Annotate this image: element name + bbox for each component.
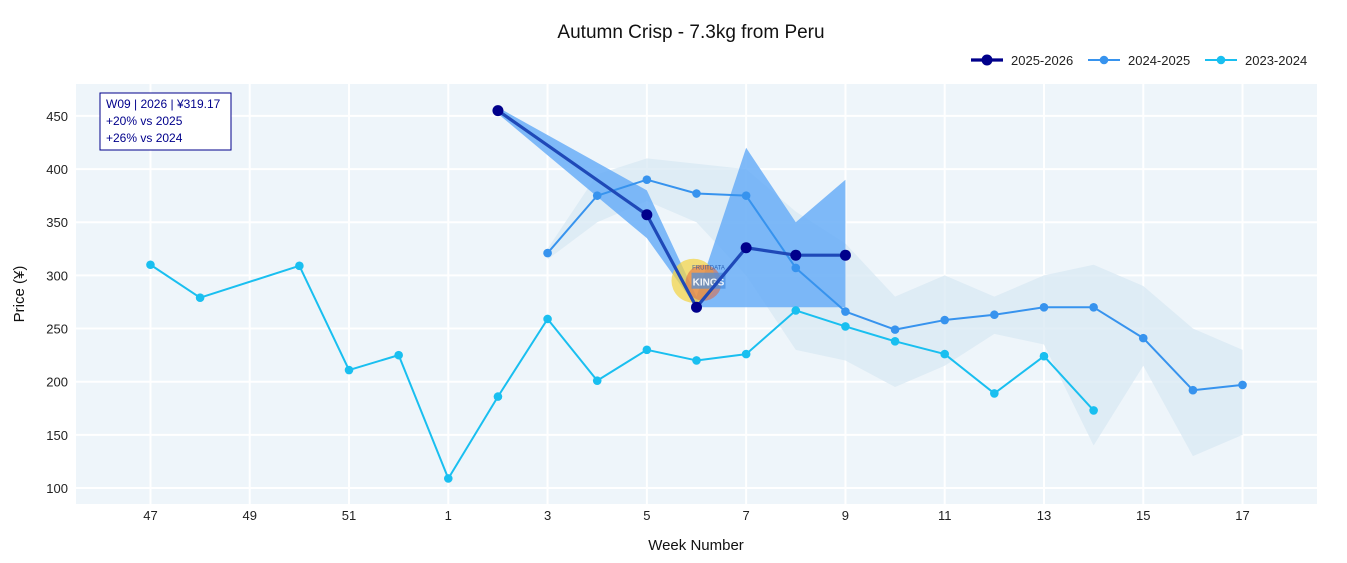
- point-2023-2024-w10[interactable]: [890, 337, 900, 346]
- point-2023-2024-w5[interactable]: [642, 345, 652, 355]
- x-tick-label: 5: [643, 508, 650, 523]
- x-tick-label: 15: [1136, 508, 1150, 523]
- annotation-line-1: W09 | 2026 | ¥319.17: [106, 97, 221, 111]
- point-2023-2024-w2[interactable]: [493, 392, 503, 401]
- point-2024-2025-w4[interactable]: [592, 191, 602, 200]
- annotation-line-2: +20% vs 2025: [106, 114, 183, 128]
- point-2024-2025-w8[interactable]: [791, 263, 801, 273]
- y-axis-label: Price (¥): [11, 266, 28, 323]
- point-2025-2026-w2[interactable]: [492, 105, 504, 117]
- x-tick-label: 47: [143, 508, 157, 523]
- point-2023-2024-w52[interactable]: [394, 350, 403, 360]
- x-tick-label: 17: [1235, 508, 1249, 523]
- confidence-bands: [497, 107, 1243, 457]
- y-tick-label: 350: [46, 215, 68, 230]
- legend-label: 2025-2026: [1011, 53, 1073, 68]
- point-2025-2026-w5[interactable]: [641, 209, 653, 221]
- y-tick-label: 300: [46, 268, 68, 283]
- point-2024-2025-w9[interactable]: [841, 307, 850, 316]
- series-markers[interactable]: [146, 105, 1247, 483]
- x-tick-label: 13: [1037, 508, 1051, 523]
- point-2023-2024-w48[interactable]: [195, 293, 205, 303]
- x-tick-label: 9: [842, 508, 849, 523]
- point-2025-2026-w9[interactable]: [839, 249, 851, 261]
- x-axis-label: Week Number: [648, 537, 744, 554]
- point-2023-2024-w8[interactable]: [791, 306, 801, 315]
- point-2024-2025-w17[interactable]: [1238, 380, 1247, 390]
- point-2024-2025-w14[interactable]: [1089, 302, 1098, 312]
- legend-swatch-marker: [981, 54, 993, 66]
- legend-item-2023-2024[interactable]: 2023-2024: [1205, 53, 1307, 68]
- point-2024-2025-w10[interactable]: [890, 325, 900, 334]
- point-2024-2025-w7[interactable]: [741, 191, 751, 200]
- point-2024-2025-w12[interactable]: [990, 310, 999, 320]
- point-2023-2024-w51[interactable]: [344, 365, 354, 375]
- point-2025-2026-w6[interactable]: [691, 301, 702, 313]
- point-2024-2025-w13[interactable]: [1039, 302, 1049, 312]
- legend-swatch-marker: [1099, 55, 1109, 65]
- legend-item-2025-2026[interactable]: 2025-2026: [971, 53, 1073, 68]
- point-2023-2024-w13[interactable]: [1039, 351, 1049, 361]
- x-tick-label: 11: [938, 508, 952, 523]
- legend-item-2024-2025[interactable]: 2024-2025: [1088, 53, 1190, 68]
- y-tick-label: 250: [46, 322, 68, 337]
- point-2025-2026-w8[interactable]: [790, 249, 802, 261]
- point-2023-2024-w12[interactable]: [990, 389, 999, 398]
- point-2023-2024-w11[interactable]: [940, 349, 949, 359]
- point-2023-2024-w6[interactable]: [692, 356, 701, 365]
- point-2023-2024-w14[interactable]: [1089, 406, 1098, 415]
- x-tick-label: 3: [544, 508, 551, 523]
- legend[interactable]: 2025-2026 2024-2025 2023-2024: [971, 53, 1307, 68]
- annotation-box: W09 | 2026 | ¥319.17 +20% vs 2025 +26% v…: [99, 92, 232, 151]
- point-2024-2025-w3[interactable]: [543, 248, 552, 258]
- point-2023-2024-w47[interactable]: [146, 260, 155, 270]
- annotation-line-3: +26% vs 2024: [106, 131, 183, 145]
- watermark-text-bottom: KINGS: [693, 278, 725, 289]
- point-2023-2024-w7[interactable]: [741, 349, 751, 359]
- x-tick-label: 51: [342, 508, 356, 523]
- x-tick-label: 49: [243, 508, 257, 523]
- legend-label: 2024-2025: [1128, 53, 1190, 68]
- watermark-text-top: FRUITDATA: [692, 266, 725, 272]
- legend-label: 2023-2024: [1245, 53, 1307, 68]
- point-2024-2025-w15[interactable]: [1138, 333, 1148, 343]
- x-tick-label: 7: [743, 508, 750, 523]
- y-axis-ticks: 100 150 200 250 300 350 400 450: [46, 109, 68, 496]
- band-2025-2026: [497, 107, 846, 308]
- point-2024-2025-w5[interactable]: [642, 175, 652, 184]
- y-tick-label: 100: [46, 481, 68, 496]
- point-2023-2024-w9[interactable]: [841, 322, 850, 331]
- point-2023-2024-w4[interactable]: [592, 376, 602, 385]
- chart-title: Autumn Crisp - 7.3kg from Peru: [557, 22, 824, 43]
- y-tick-label: 150: [46, 428, 68, 443]
- y-tick-label: 450: [46, 109, 68, 124]
- line-2025-2026: [497, 109, 846, 309]
- watermark-logo: FRUITDATA KINGS: [671, 258, 726, 303]
- legend-swatch-marker: [1216, 55, 1226, 65]
- point-2023-2024-w3[interactable]: [543, 314, 552, 324]
- point-2024-2025-w11[interactable]: [940, 315, 949, 325]
- point-2023-2024-w1[interactable]: [444, 474, 453, 483]
- point-2024-2025-w6[interactable]: [692, 189, 701, 198]
- point-2023-2024-w50[interactable]: [295, 261, 304, 271]
- y-tick-label: 400: [46, 162, 68, 177]
- x-tick-label: 1: [445, 508, 452, 523]
- point-2024-2025-w16[interactable]: [1188, 385, 1198, 395]
- x-axis-ticks: 47 49 51 1 3 5 7 9 11 13 15 17: [143, 508, 1250, 523]
- point-2025-2026-w7[interactable]: [740, 242, 752, 254]
- y-tick-label: 200: [46, 375, 68, 390]
